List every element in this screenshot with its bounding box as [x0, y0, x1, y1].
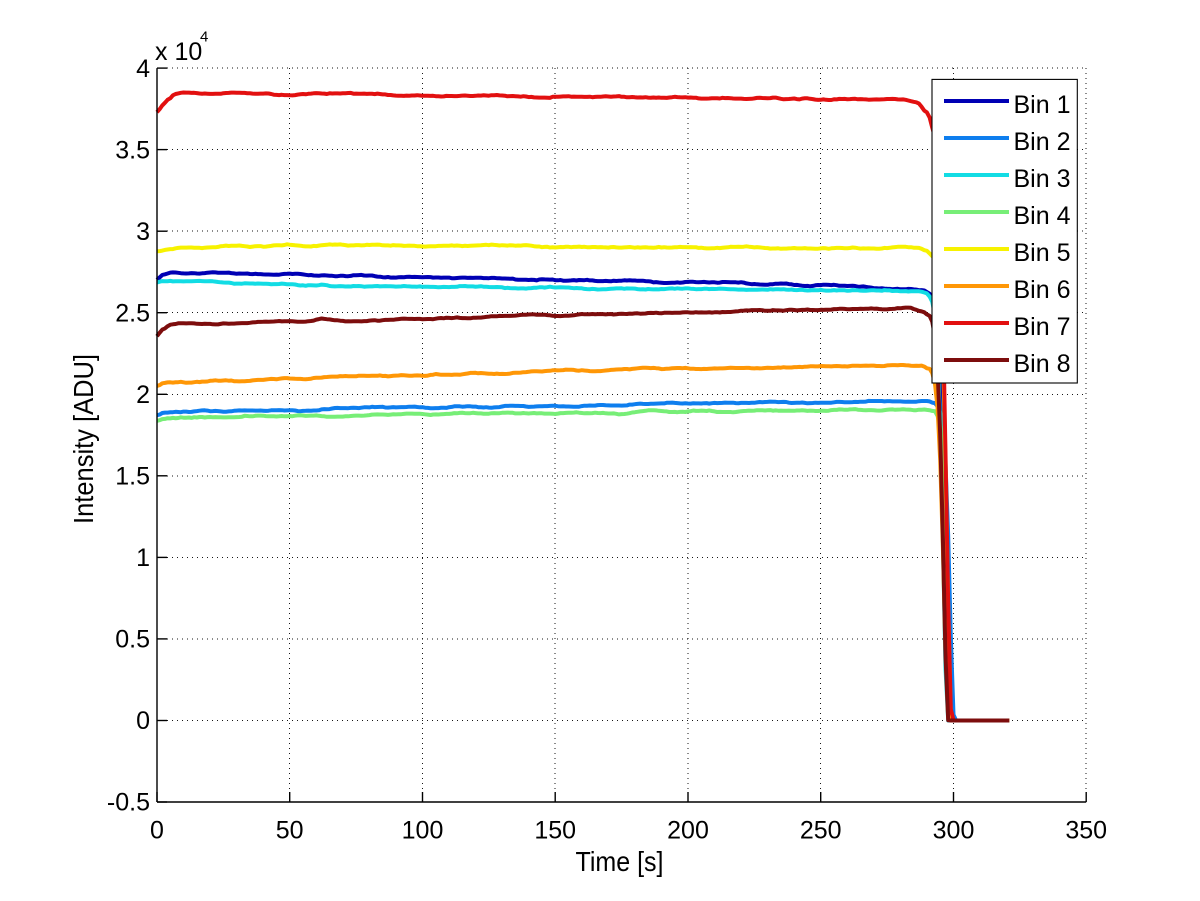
svg-text:1.5: 1.5: [115, 463, 150, 491]
svg-text:Bin 7: Bin 7: [1014, 313, 1071, 341]
svg-text:4: 4: [200, 29, 208, 46]
svg-text:Bin 3: Bin 3: [1014, 165, 1071, 193]
svg-text:0: 0: [136, 707, 150, 735]
svg-text:Bin 5: Bin 5: [1014, 239, 1071, 267]
svg-text:0.5: 0.5: [115, 626, 150, 654]
svg-text:Bin 1: Bin 1: [1014, 91, 1071, 119]
svg-text:-0.5: -0.5: [107, 789, 150, 817]
svg-text:x 10: x 10: [155, 38, 202, 66]
svg-text:Bin 6: Bin 6: [1014, 276, 1071, 304]
svg-text:Bin 2: Bin 2: [1014, 128, 1071, 156]
svg-text:Intensity [ADU]: Intensity [ADU]: [68, 354, 99, 524]
svg-text:50: 50: [276, 817, 304, 845]
svg-text:Bin 8: Bin 8: [1014, 350, 1071, 378]
svg-text:350: 350: [1065, 817, 1107, 845]
svg-text:Time [s]: Time [s]: [576, 846, 664, 877]
svg-text:250: 250: [800, 817, 842, 845]
svg-text:300: 300: [933, 817, 975, 845]
svg-text:100: 100: [402, 817, 444, 845]
svg-text:2: 2: [136, 381, 150, 409]
svg-text:150: 150: [534, 817, 576, 845]
svg-text:4: 4: [136, 55, 150, 83]
svg-text:200: 200: [667, 817, 709, 845]
svg-text:1: 1: [136, 544, 150, 572]
svg-text:0: 0: [150, 817, 164, 845]
svg-text:3: 3: [136, 218, 150, 246]
svg-text:2.5: 2.5: [115, 299, 150, 327]
svg-text:Bin 4: Bin 4: [1014, 202, 1071, 230]
svg-text:3.5: 3.5: [115, 136, 150, 164]
